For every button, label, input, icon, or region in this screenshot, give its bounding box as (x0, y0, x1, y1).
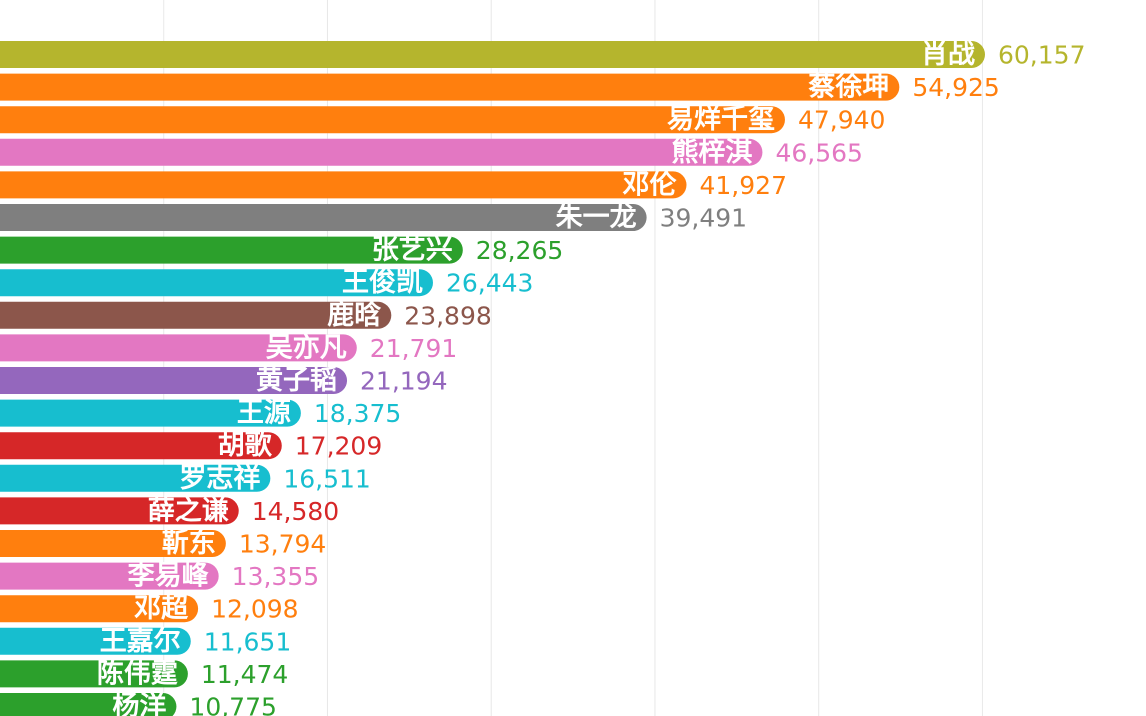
bar-name-label: 邓伦 (623, 168, 678, 200)
bar (0, 138, 763, 166)
bar-name-label: 吴亦凡 (266, 331, 347, 363)
bar-name-label: 薛之谦 (148, 494, 229, 526)
bar-value-label: 21,791 (370, 334, 457, 363)
bar-row: 吴亦凡 21,791 (0, 331, 457, 363)
bar-name-label: 熊梓淇 (671, 136, 752, 168)
bar-name-label: 朱一龙 (556, 202, 637, 233)
bar (0, 106, 785, 134)
bar-row: 王嘉尔 11,651 (0, 626, 291, 657)
bar-name-label: 鹿晗 (327, 299, 381, 331)
bar (0, 334, 357, 362)
bar (0, 399, 301, 427)
bar-row: 靳东 13,794 (0, 527, 326, 559)
bar-name-label: 杨洋 (112, 690, 166, 716)
bar (0, 432, 282, 460)
bar-row: 鹿晗 23,898 (0, 299, 492, 331)
bar-value-label: 14,580 (252, 497, 339, 526)
bar-value-label: 10,775 (189, 693, 276, 716)
bar-row: 李易峰 13,355 (0, 561, 319, 592)
bar-value-label: 41,927 (700, 171, 787, 200)
bar-row: 薛之谦 14,580 (0, 494, 339, 526)
bar (0, 73, 900, 101)
bar-name-label: 靳东 (162, 527, 216, 559)
bar-name-label: 王源 (237, 398, 291, 429)
bar (0, 269, 433, 297)
bar-row: 黄子韬 21,194 (0, 365, 448, 396)
bar-value-label: 11,474 (201, 660, 288, 689)
bar (0, 464, 271, 492)
bar-value-label: 28,265 (476, 236, 563, 265)
bar-name-label: 罗志祥 (179, 462, 260, 494)
bar (0, 627, 191, 655)
bar-value-label: 23,898 (404, 301, 491, 330)
bar (0, 497, 239, 525)
bar (0, 41, 985, 68)
bar-row: 陈伟霆 11,474 (0, 657, 288, 689)
bar-row: 王俊凯 26,443 (0, 266, 533, 298)
bar-name-label: 易烊千玺 (667, 103, 775, 135)
bar-value-label: 54,925 (912, 73, 999, 102)
bar-row: 罗志祥 16,511 (0, 462, 371, 494)
bar-value-label: 46,565 (775, 138, 862, 167)
bar-row: 邓伦 41,927 (0, 168, 787, 200)
bar-value-label: 18,375 (314, 399, 401, 428)
bar-name-label: 黄子韬 (256, 365, 337, 396)
bar (0, 367, 348, 394)
bar-row: 张艺兴 28,265 (0, 235, 563, 266)
bar-value-label: 12,098 (211, 595, 298, 624)
bar-row: 易烊千玺 47,940 (0, 103, 885, 135)
bar-value-label: 26,443 (446, 269, 533, 298)
bar-value-label: 16,511 (283, 464, 370, 493)
bar-row: 熊梓淇 46,565 (0, 136, 863, 168)
bar-row: 邓超 12,098 (0, 593, 299, 624)
bar-name-label: 胡歌 (218, 430, 273, 461)
bar-name-label: 张艺兴 (372, 235, 453, 266)
bar-row: 杨洋 10,775 (0, 690, 277, 716)
bar-row: 蔡徐坤 54,925 (0, 71, 1000, 103)
bar-name-label: 王嘉尔 (100, 626, 181, 657)
bar-row: 朱一龙 39,491 (0, 202, 747, 233)
bar (0, 660, 188, 688)
bar (0, 236, 463, 264)
bar-name-label: 陈伟霆 (97, 657, 178, 689)
bars: 肖战 60,157 蔡徐坤 54,925 易烊千玺 47,940 熊梓淇 46,565 邓伦 41… (0, 39, 1085, 716)
bar-value-label: 17,209 (295, 432, 382, 461)
bar (0, 171, 687, 199)
bar-value-label: 60,157 (998, 41, 1085, 70)
bar (0, 301, 392, 329)
bar (0, 562, 219, 590)
bar-value-label: 11,651 (204, 627, 291, 656)
bar-value-label: 21,194 (360, 367, 447, 396)
bar-name-label: 肖战 (921, 39, 975, 70)
bar-name-label: 王俊凯 (342, 266, 423, 298)
bar-value-label: 13,355 (232, 562, 319, 591)
bar (0, 530, 226, 557)
bar-value-label: 39,491 (660, 204, 747, 233)
bar (0, 595, 199, 623)
bar-row: 胡歌 17,209 (0, 430, 382, 461)
bar (0, 693, 177, 716)
bar-row: 王源 18,375 (0, 398, 401, 429)
bar-name-label: 蔡徐坤 (808, 71, 889, 103)
bar-value-label: 47,940 (798, 106, 885, 135)
bar-value-label: 13,794 (239, 530, 326, 559)
bar-name-label: 李易峰 (127, 561, 209, 592)
bar-row: 肖战 60,157 (0, 39, 1085, 70)
bar (0, 204, 647, 231)
bar-name-label: 邓超 (134, 593, 189, 624)
